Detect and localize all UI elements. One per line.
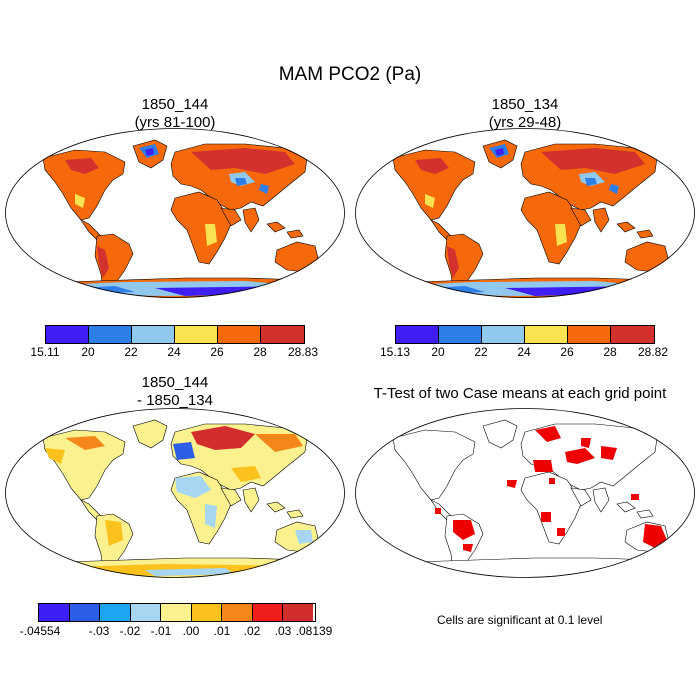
colorbar-a-swatch [89, 326, 132, 343]
panel-b-title: 1850_134 (yrs 29-48) [410, 96, 640, 132]
colorbar-a-label: 28.83 [287, 345, 319, 359]
colorbar-c-label: .01 [213, 624, 231, 638]
colorbar-b-label: 24 [517, 345, 531, 359]
map-panel-a [5, 128, 345, 298]
colorbar-b-swatch [482, 326, 525, 343]
colorbar-c-swatch [283, 604, 313, 621]
panel-c-case: 1850_144 [141, 374, 209, 391]
colorbar-c-swatch [39, 604, 70, 621]
colorbar-b-swatch [525, 326, 568, 343]
colorbar-c-label: -.01 [150, 624, 172, 638]
colorbar-b-swatch [439, 326, 482, 343]
colorbar-a-swatch [218, 326, 261, 343]
colorbar-a-swatch [261, 326, 304, 343]
colorbar-a-swatch [175, 326, 218, 343]
map-panel-c [5, 408, 345, 578]
colorbar-c-swatch [161, 604, 192, 621]
colorbar-b-swatch [568, 326, 611, 343]
colorbar-a-label: 28 [253, 345, 267, 359]
colorbar-a-label: 26 [210, 345, 224, 359]
colorbar-c-swatch [70, 604, 100, 621]
map-panel-b [355, 128, 695, 298]
colorbar-c-swatch [253, 604, 283, 621]
colorbar-b-swatch [611, 326, 654, 343]
panel-a-years: (yrs 81-100) [134, 114, 216, 131]
colorbar-b-label: 26 [560, 345, 574, 359]
panel-b-years: (yrs 29-48) [488, 114, 562, 131]
colorbar-c-label: -.03 [88, 624, 110, 638]
colorbar-b-label: 28.82 [637, 345, 669, 359]
colorbar-c [38, 603, 316, 622]
colorbar-b-label: 22 [474, 345, 488, 359]
significance-note: Cells are significant at 0.1 level [437, 613, 603, 627]
colorbar-c-swatch [192, 604, 222, 621]
panel-a-case: 1850_144 [141, 96, 209, 113]
colorbar-a-label: 20 [81, 345, 95, 359]
colorbar-a-swatch [46, 326, 89, 343]
colorbar-c-swatch [131, 604, 161, 621]
colorbar-c-label: .03 [274, 624, 292, 638]
colorbar-c-label: -.04554 [19, 624, 61, 638]
colorbar-c-swatch [100, 604, 131, 621]
colorbar-c-swatch [222, 604, 253, 621]
colorbar-b-label: 15.13 [379, 345, 411, 359]
figure-title: MAM PCO2 (Pa) [278, 64, 422, 85]
colorbar-b [395, 325, 655, 344]
colorbar-c-label: -.02 [119, 624, 141, 638]
colorbar-a [45, 325, 305, 344]
panel-b-case: 1850_134 [491, 96, 559, 113]
colorbar-a-label: 24 [167, 345, 181, 359]
panel-d-ttest: T-Test of two Case means at each grid po… [373, 385, 667, 402]
panel-a-title: 1850_144 (yrs 81-100) [60, 96, 290, 132]
colorbar-b-label: 28 [603, 345, 617, 359]
colorbar-c-label: .00 [182, 624, 200, 638]
panel-c-title: 1850_144 - 1850_134 [60, 374, 290, 410]
colorbar-b-label: 20 [431, 345, 445, 359]
colorbar-a-label: 22 [124, 345, 138, 359]
panel-c-minus: - 1850_134 [137, 392, 213, 409]
colorbar-a-swatch [132, 326, 175, 343]
colorbar-c-label: .02 [243, 624, 261, 638]
colorbar-b-swatch [396, 326, 439, 343]
colorbar-a-label: 15.11 [30, 345, 60, 359]
colorbar-c-label: .08139 [295, 624, 333, 638]
panel-d-title: T-Test of two Case means at each grid po… [350, 385, 690, 403]
map-panel-d [355, 408, 695, 578]
